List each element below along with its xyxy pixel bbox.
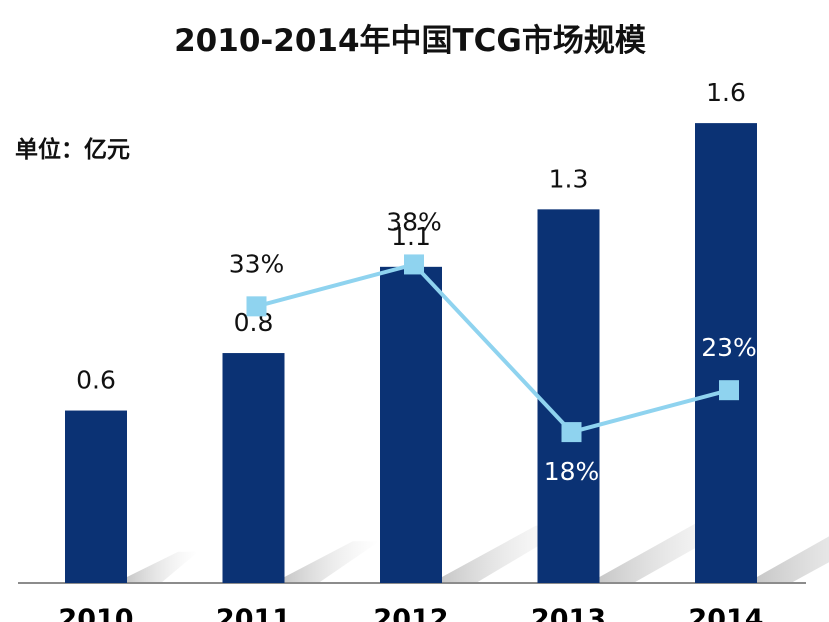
bar-shadow xyxy=(757,536,829,583)
x-tick-label: 2012 xyxy=(373,604,448,622)
chart-title: 2010-2014年中国TCG市场规模 xyxy=(174,23,646,59)
bar xyxy=(65,410,127,583)
growth-value-label: 38% xyxy=(386,207,442,236)
x-tick-labels: 2010 2011 2012 2013 2014 xyxy=(58,604,763,622)
x-tick-label: 2014 xyxy=(688,604,763,622)
bar-value-label: 1.1 xyxy=(391,222,431,251)
growth-value-label: 33% xyxy=(229,249,285,278)
x-tick-label: 2013 xyxy=(531,604,606,622)
x-tick-label: 2010 xyxy=(58,604,133,622)
bar-value-label: 0.6 xyxy=(76,366,116,395)
x-tick-label: 2011 xyxy=(216,604,291,622)
bar xyxy=(695,123,757,583)
growth-line xyxy=(255,262,730,435)
growth-marker xyxy=(561,422,582,443)
growth-marker xyxy=(404,254,424,275)
growth-marker xyxy=(719,380,739,401)
bar-value-label: 1.3 xyxy=(549,164,589,193)
unit-label: 单位：亿元 xyxy=(15,136,130,163)
growth-value-label: 18% xyxy=(544,457,600,486)
bar-series xyxy=(65,123,757,584)
growth-line-series: 33% 38% 18% 23% xyxy=(229,207,757,486)
bar xyxy=(222,353,285,583)
bar-value-label: 1.6 xyxy=(706,78,746,107)
bar-shadow xyxy=(284,541,380,583)
growth-value-label: 23% xyxy=(701,333,757,362)
bar-shadow xyxy=(127,551,199,583)
bar xyxy=(380,266,442,583)
growth-marker xyxy=(246,296,267,317)
bar xyxy=(537,209,600,584)
